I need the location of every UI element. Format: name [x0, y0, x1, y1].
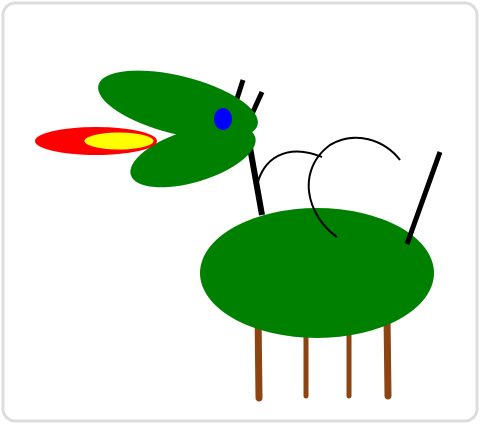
creature-body — [200, 208, 434, 338]
fire-breath-icon — [35, 127, 157, 155]
lower-jaw — [130, 124, 256, 188]
leg-back-right — [383, 311, 392, 400]
curl-arc-right — [307, 136, 401, 238]
tail-spike — [404, 151, 443, 245]
eye-icon — [214, 108, 232, 130]
flame-inner — [83, 131, 155, 151]
curl-arc-left — [256, 150, 323, 187]
